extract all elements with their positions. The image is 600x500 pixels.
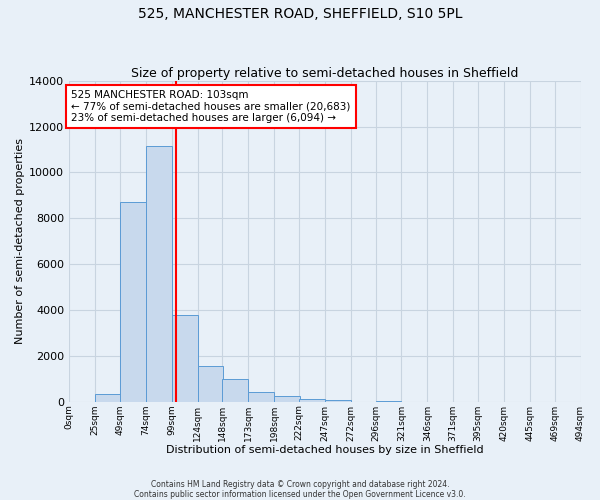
Text: 525 MANCHESTER ROAD: 103sqm
← 77% of semi-detached houses are smaller (20,683)
2: 525 MANCHESTER ROAD: 103sqm ← 77% of sem…: [71, 90, 350, 123]
Bar: [95, 394, 121, 402]
Bar: [376, 400, 401, 402]
Bar: [197, 366, 223, 402]
Bar: [325, 400, 351, 402]
Bar: [299, 398, 325, 402]
Y-axis label: Number of semi-detached properties: Number of semi-detached properties: [15, 138, 25, 344]
Text: Contains HM Land Registry data © Crown copyright and database right 2024.
Contai: Contains HM Land Registry data © Crown c…: [134, 480, 466, 499]
Bar: [120, 202, 146, 402]
Bar: [172, 314, 197, 402]
X-axis label: Distribution of semi-detached houses by size in Sheffield: Distribution of semi-detached houses by …: [166, 445, 484, 455]
Title: Size of property relative to semi-detached houses in Sheffield: Size of property relative to semi-detach…: [131, 66, 518, 80]
Bar: [274, 396, 300, 402]
Text: 525, MANCHESTER ROAD, SHEFFIELD, S10 5PL: 525, MANCHESTER ROAD, SHEFFIELD, S10 5PL: [138, 8, 462, 22]
Bar: [146, 146, 172, 402]
Bar: [223, 379, 248, 402]
Bar: [248, 392, 274, 402]
